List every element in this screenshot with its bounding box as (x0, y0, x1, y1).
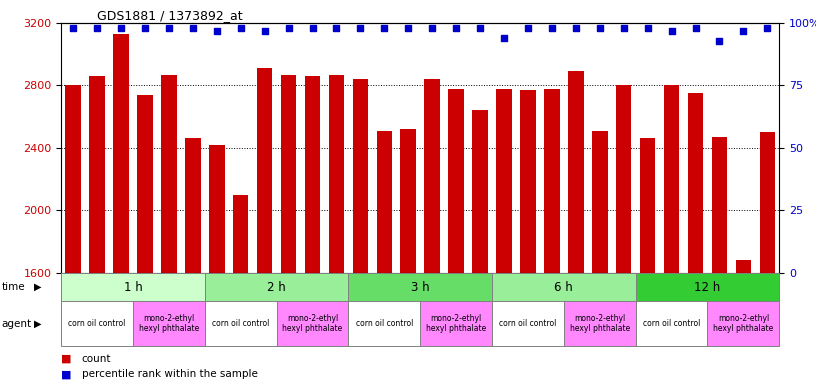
Point (186, 25, 199, 31)
Bar (760, 132, 775, 273)
Bar (277, 301, 348, 346)
Text: ▶: ▶ (34, 282, 42, 292)
Bar (420, 301, 492, 346)
Point (330, 25, 343, 31)
Text: agent: agent (2, 318, 32, 329)
Point (234, 25, 247, 31)
Point (498, 35, 511, 41)
Point (139, 25, 152, 31)
Point (761, 25, 774, 31)
Text: time: time (2, 282, 25, 292)
Text: 6 h: 6 h (555, 281, 573, 293)
Bar (205, 273, 348, 301)
Bar (257, 68, 273, 273)
Point (378, 25, 391, 31)
Bar (472, 111, 488, 273)
Bar (448, 89, 464, 273)
Point (570, 25, 583, 31)
Bar (233, 195, 249, 273)
Bar (348, 273, 492, 301)
Bar (61, 273, 205, 301)
Text: corn oil control: corn oil control (643, 319, 700, 328)
Bar (568, 71, 583, 273)
Point (545, 25, 558, 31)
Bar (564, 301, 636, 346)
Bar (65, 86, 81, 273)
Text: ■: ■ (61, 369, 72, 379)
Bar (89, 76, 105, 273)
Bar (663, 86, 680, 273)
Bar (113, 34, 129, 273)
Bar (304, 76, 321, 273)
Point (67, 25, 80, 31)
Bar (61, 301, 133, 346)
Point (91, 25, 104, 31)
Text: ▶: ▶ (34, 318, 42, 329)
Bar (353, 79, 368, 273)
Bar (640, 139, 655, 273)
Point (665, 28, 678, 34)
Point (162, 25, 175, 31)
Bar (133, 301, 205, 346)
Bar (492, 301, 564, 346)
Bar (329, 74, 344, 273)
Bar (161, 74, 177, 273)
Text: percentile rank within the sample: percentile rank within the sample (82, 369, 258, 379)
Point (473, 25, 486, 31)
Point (306, 25, 319, 31)
Text: ■: ■ (61, 354, 72, 364)
Bar (707, 301, 779, 346)
Bar (712, 137, 727, 273)
Point (521, 25, 534, 31)
Bar (376, 131, 392, 273)
Point (689, 25, 702, 31)
Bar (492, 273, 636, 301)
Bar (592, 131, 608, 273)
Text: mono-2-ethyl
hexyl phthalate: mono-2-ethyl hexyl phthalate (570, 314, 630, 333)
Bar (137, 95, 153, 273)
Text: mono-2-ethyl
hexyl phthalate: mono-2-ethyl hexyl phthalate (713, 314, 774, 333)
Bar (281, 74, 296, 273)
Point (593, 25, 606, 31)
Text: mono-2-ethyl
hexyl phthalate: mono-2-ethyl hexyl phthalate (282, 314, 343, 333)
Bar (636, 273, 779, 301)
Text: mono-2-ethyl
hexyl phthalate: mono-2-ethyl hexyl phthalate (139, 314, 199, 333)
Bar (205, 301, 277, 346)
Point (211, 28, 224, 34)
Bar (636, 301, 707, 346)
Text: 2 h: 2 h (268, 281, 286, 293)
Text: 1 h: 1 h (124, 281, 142, 293)
Point (426, 25, 439, 31)
Point (401, 25, 415, 31)
Text: mono-2-ethyl
hexyl phthalate: mono-2-ethyl hexyl phthalate (426, 314, 486, 333)
Text: 12 h: 12 h (694, 281, 721, 293)
Point (258, 28, 271, 34)
Point (450, 25, 463, 31)
Text: GDS1881 / 1373892_at: GDS1881 / 1373892_at (97, 9, 242, 22)
Text: corn oil control: corn oil control (212, 319, 269, 328)
Text: count: count (82, 354, 111, 364)
Bar (520, 90, 536, 273)
Bar (735, 260, 752, 273)
Bar (348, 301, 420, 346)
Point (713, 38, 726, 44)
Text: 3 h: 3 h (411, 281, 429, 293)
Point (354, 25, 367, 31)
Text: corn oil control: corn oil control (356, 319, 413, 328)
Point (282, 25, 295, 31)
Point (114, 25, 127, 31)
Bar (185, 139, 201, 273)
Point (737, 28, 750, 34)
Point (641, 25, 654, 31)
Point (617, 25, 630, 31)
Bar (401, 129, 416, 273)
Bar (424, 79, 440, 273)
Bar (496, 89, 512, 273)
Bar (209, 145, 224, 273)
Text: corn oil control: corn oil control (499, 319, 557, 328)
Bar (688, 93, 703, 273)
Bar (544, 89, 560, 273)
Bar (616, 86, 632, 273)
Text: corn oil control: corn oil control (69, 319, 126, 328)
